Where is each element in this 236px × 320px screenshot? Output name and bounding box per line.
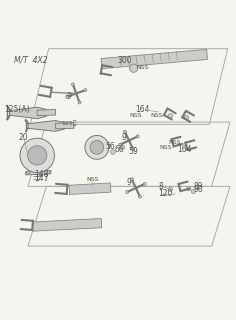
Text: 59: 59 — [129, 148, 139, 156]
Circle shape — [123, 130, 126, 133]
Text: 147: 147 — [34, 174, 49, 183]
Text: 300: 300 — [117, 56, 132, 65]
Circle shape — [26, 171, 30, 174]
Text: 164: 164 — [135, 105, 150, 114]
Circle shape — [111, 150, 115, 154]
Circle shape — [168, 187, 173, 191]
Circle shape — [28, 146, 47, 165]
Polygon shape — [28, 121, 65, 131]
Text: NSS: NSS — [169, 140, 181, 145]
Text: M/T  4X2: M/T 4X2 — [14, 56, 48, 65]
Polygon shape — [101, 49, 207, 68]
Circle shape — [168, 114, 173, 118]
Polygon shape — [69, 183, 111, 195]
Text: NSS: NSS — [130, 113, 142, 118]
Circle shape — [126, 191, 129, 194]
Circle shape — [66, 95, 69, 98]
Polygon shape — [32, 219, 102, 231]
Circle shape — [20, 138, 55, 172]
Text: 125Ⓑ: 125Ⓑ — [62, 120, 77, 126]
Circle shape — [119, 143, 122, 146]
Circle shape — [47, 171, 50, 174]
Circle shape — [106, 144, 111, 148]
Text: 89: 89 — [193, 182, 203, 191]
Text: 164: 164 — [177, 145, 191, 154]
Circle shape — [139, 195, 141, 198]
Text: 8: 8 — [159, 182, 164, 191]
Circle shape — [84, 89, 87, 92]
Text: 9: 9 — [67, 92, 72, 101]
Text: 120: 120 — [159, 189, 173, 198]
Circle shape — [184, 115, 189, 120]
Circle shape — [130, 64, 138, 72]
Polygon shape — [26, 170, 51, 175]
Circle shape — [130, 178, 133, 181]
Circle shape — [136, 135, 139, 138]
Circle shape — [90, 140, 104, 154]
Circle shape — [78, 101, 81, 104]
Text: NSS: NSS — [86, 177, 99, 182]
Text: 56: 56 — [106, 142, 116, 151]
Circle shape — [132, 148, 135, 151]
Circle shape — [187, 187, 191, 191]
Circle shape — [72, 83, 74, 86]
Circle shape — [85, 135, 109, 159]
Text: 125(A): 125(A) — [4, 105, 29, 114]
Text: 90: 90 — [193, 185, 203, 194]
Text: 66: 66 — [115, 145, 125, 154]
Text: 9: 9 — [126, 179, 131, 188]
Text: NSS: NSS — [150, 113, 163, 118]
Polygon shape — [37, 109, 56, 116]
Polygon shape — [55, 123, 74, 129]
Circle shape — [191, 189, 195, 194]
Text: 148: 148 — [35, 171, 49, 180]
Circle shape — [143, 182, 146, 185]
Text: NSS: NSS — [160, 145, 172, 150]
Text: 20: 20 — [19, 132, 28, 141]
Circle shape — [120, 145, 124, 149]
Polygon shape — [10, 107, 46, 119]
Text: 9: 9 — [122, 132, 127, 141]
Text: NSS: NSS — [137, 65, 149, 69]
